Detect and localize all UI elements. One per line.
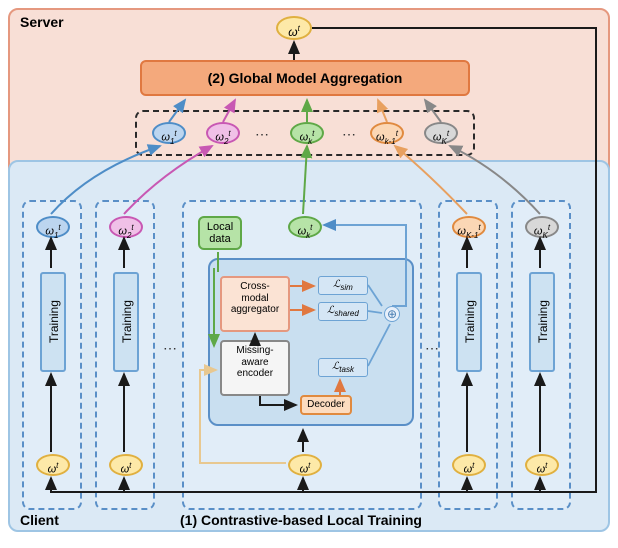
train-box-K: Training [529,272,555,372]
bottom-oval-K: ωt [525,454,559,476]
plus-circle: ⊕ [384,306,400,322]
top-oval-km1: ωk-1t [370,122,404,144]
top-omega-oval: ωt [276,16,312,40]
client-col-1: ω1t Training ωt [22,200,82,510]
client-label: Client [20,512,59,528]
top-oval-k: ωkt [290,122,324,144]
loss-task: ℒtask [318,358,368,377]
bottom-oval-2: ωt [109,454,143,476]
top-oval-K: ωKt [424,122,458,144]
client-oval-k: ωkt [288,216,322,238]
client-dots-1: ⋯ [163,340,177,357]
client-dots-2: ⋯ [425,340,439,357]
loss-shared: ℒshared [318,302,368,321]
top-oval-1: ω1t [152,122,186,144]
client-oval-2: ω2t [109,216,143,238]
loss-sim: ℒsim [318,276,368,295]
aggregation-box: (2) Global Model Aggregation [140,60,470,96]
client-oval-Km1: ωK-1t [452,216,486,238]
train-box-1: Training [40,272,66,372]
client-col-2: ω2t Training ωt [95,200,155,510]
client-col-K: ωKt Training ωt [511,200,571,510]
local-data-box: Localdata [198,216,242,250]
client-col-Km1: ωK-1t Training ωt [438,200,498,510]
train-box-Km1: Training [456,272,482,372]
train-box-2: Training [113,272,139,372]
bottom-oval-Km1: ωt [452,454,486,476]
bottom-oval-1: ωt [36,454,70,476]
top-dots-2: ⋯ [342,126,356,143]
bottom-oval-k: ωt [288,454,322,476]
footer-label: (1) Contrastive-based Local Training [180,512,422,528]
top-oval-2: ω2t [206,122,240,144]
cross-modal-box: Cross-modalaggregator [220,276,290,332]
client-oval-1: ω1t [36,216,70,238]
client-oval-K: ωKt [525,216,559,238]
server-label: Server [20,14,64,30]
top-dots-1: ⋯ [255,126,269,143]
decoder-box: Decoder [300,395,352,415]
encoder-box: Missing-awareencoder [220,340,290,396]
